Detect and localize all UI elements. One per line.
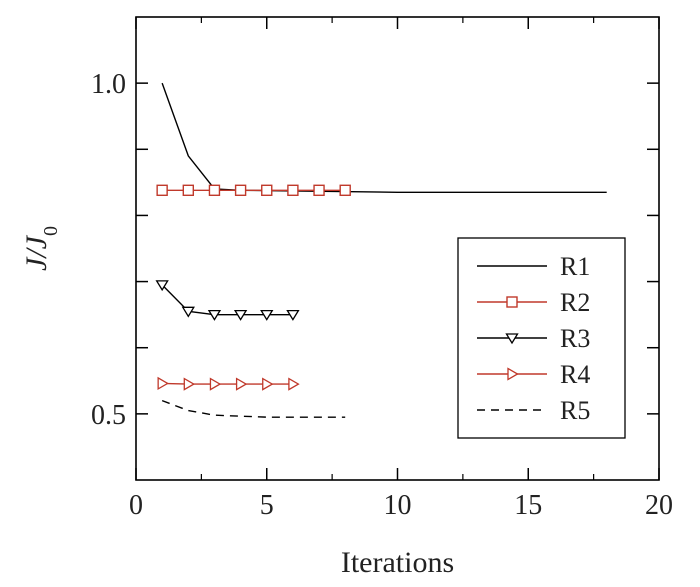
x-tick-label: 5 xyxy=(260,490,274,521)
series-point-r2 xyxy=(287,184,299,196)
legend-label-r5: R5 xyxy=(560,396,590,425)
y-axis-title: J/J0 xyxy=(20,226,62,271)
series-point-r3 xyxy=(233,309,248,321)
legend-label-r4: R4 xyxy=(560,360,590,389)
y-tick-label: 0.5 xyxy=(91,400,126,431)
series-point-r3 xyxy=(181,306,195,318)
x-tick-label: 0 xyxy=(129,490,143,521)
series-point-r4 xyxy=(157,376,169,391)
x-tick-label: 15 xyxy=(514,490,542,521)
x-tick-label: 10 xyxy=(384,490,412,521)
series-point-r3 xyxy=(286,309,300,321)
legend-label-r2: R2 xyxy=(560,288,590,317)
legend-label-r3: R3 xyxy=(560,324,590,353)
series-point-r2 xyxy=(261,184,273,196)
y-tick-label: 1.0 xyxy=(91,69,126,100)
series-point-r4 xyxy=(288,377,300,391)
series-point-r4 xyxy=(183,377,196,391)
series-point-r4 xyxy=(235,377,248,391)
legend: R1 R2 R3 R4 R5 xyxy=(457,237,626,439)
series-point-r4 xyxy=(262,377,274,391)
legend-marker-r2 xyxy=(506,296,518,308)
series-point-r3 xyxy=(207,309,222,321)
series-point-r3 xyxy=(155,280,169,292)
series-point-r2 xyxy=(208,184,221,196)
series-point-r2 xyxy=(313,184,325,196)
series-point-r2 xyxy=(156,184,168,196)
legend-marker-r3 xyxy=(505,333,519,345)
series-point-r2 xyxy=(182,184,195,196)
series-point-r2 xyxy=(234,184,247,196)
x-tick-label: 20 xyxy=(645,490,673,521)
legend-label-r1: R1 xyxy=(560,252,590,281)
plot-area: 0 5 10 15 20 0.5 1.0 Iterations J/J0 xyxy=(20,16,673,579)
legend-marker-r4 xyxy=(507,367,519,381)
series-point-r3 xyxy=(260,309,274,321)
series-line-r5 xyxy=(161,399,346,418)
series-point-r2 xyxy=(339,184,351,196)
x-axis-title: Iterations xyxy=(341,546,454,579)
series-line-r1 xyxy=(161,82,607,193)
series-point-r4 xyxy=(209,377,222,391)
